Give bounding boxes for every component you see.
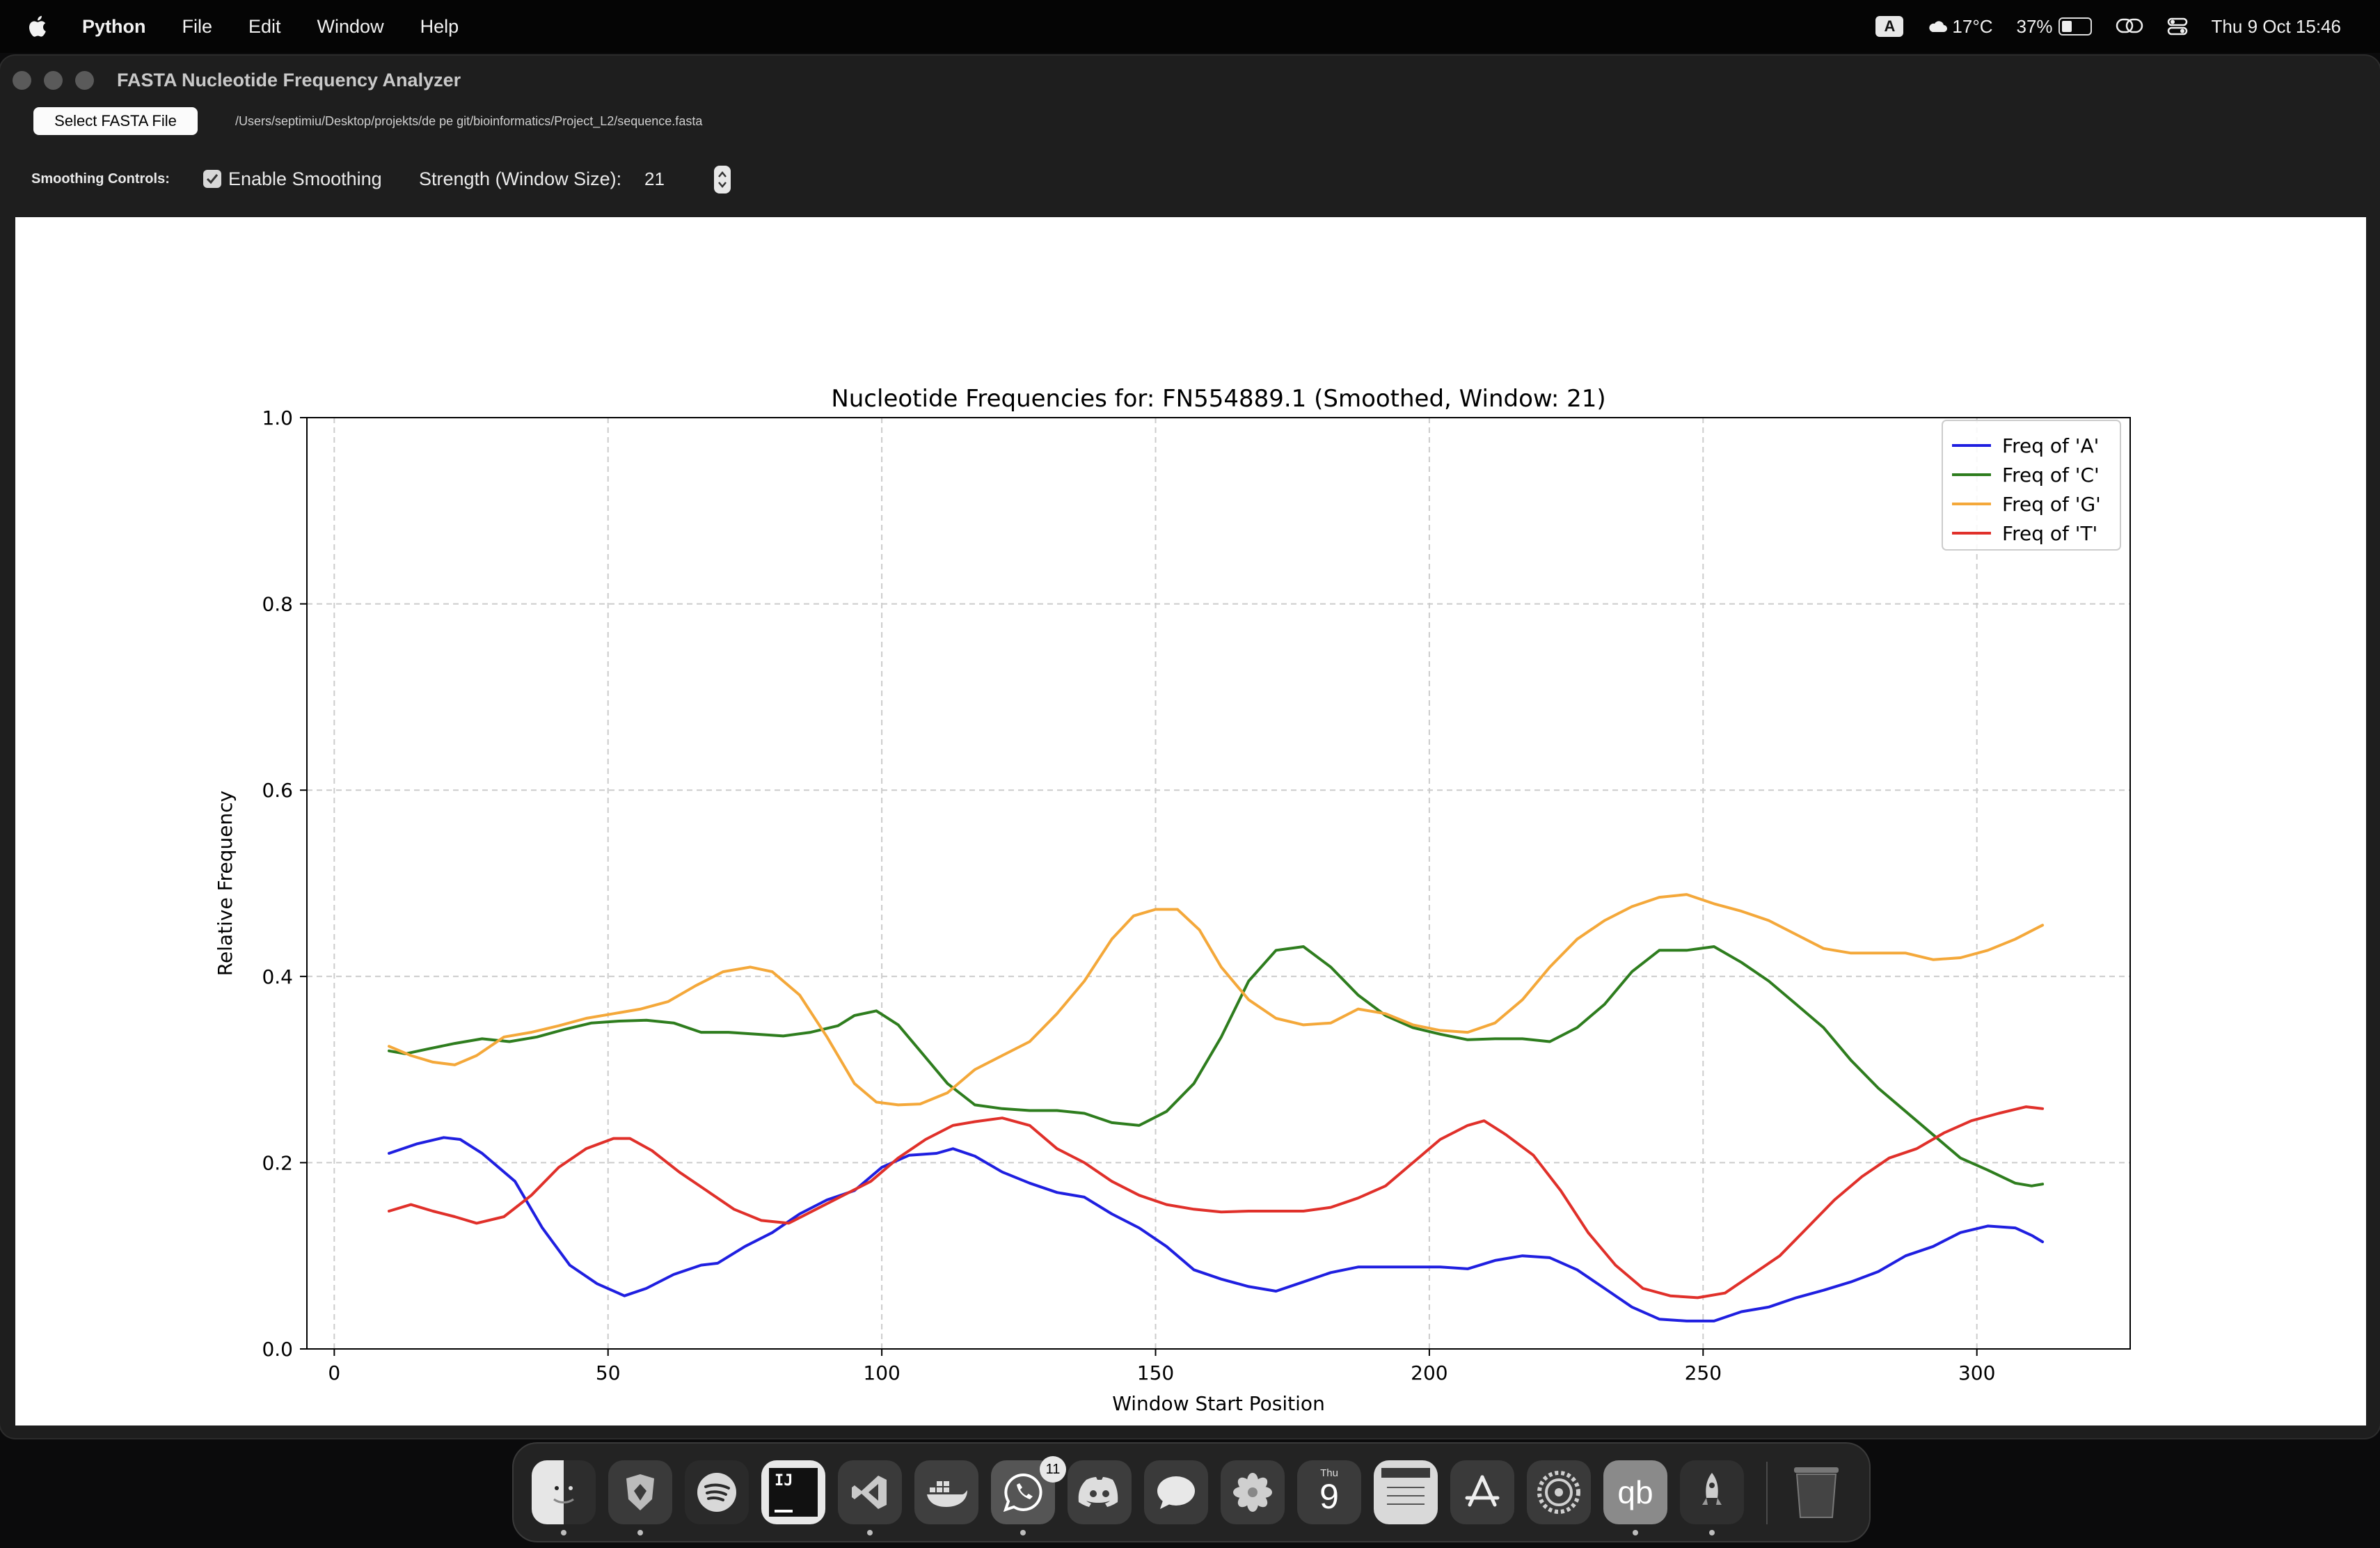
x-tick-label-0: 0 <box>328 1361 340 1384</box>
battery-percent: 37% <box>2016 15 2053 37</box>
y-tick-label-2: 0.4 <box>262 965 293 988</box>
chevron-up-down-icon <box>718 171 727 188</box>
x-tick-label-3: 150 <box>1137 1361 1174 1384</box>
menu-window[interactable]: Window <box>317 15 384 37</box>
x-tick-label-2: 100 <box>863 1361 900 1384</box>
frequency-chart: 0 50 100 150 200 250 300 0.0 0.2 0.4 0.6 0.8 1.0 Nuc… <box>214 385 2131 1415</box>
y-axis-label: Relative Frequency <box>214 791 237 976</box>
file-path-label: /Users/septimiu/Desktop/projekts/de pe g… <box>235 114 703 128</box>
app-store-icon[interactable] <box>1450 1460 1514 1524</box>
y-tick-label-1: 0.2 <box>262 1151 293 1174</box>
chart-title: Nucleotide Frequencies for: FN554889.1 (… <box>831 385 1605 413</box>
x-tick-label-4: 200 <box>1411 1361 1447 1384</box>
plot-frame <box>306 417 2131 1350</box>
series-line-3 <box>388 1105 2045 1300</box>
screen-mirroring-icon[interactable] <box>2116 17 2143 35</box>
battery-widget[interactable]: 37% <box>2017 16 2092 38</box>
whatsapp-badge: 11 <box>1040 1456 1066 1483</box>
menubar-status-area: A 17°C 37% Thu 9 Oct 15:46 <box>1875 0 2341 53</box>
trash-icon[interactable] <box>1784 1460 1848 1524</box>
menu-help[interactable]: Help <box>420 15 459 37</box>
rocket-running-dot <box>1709 1530 1715 1535</box>
series-line-1 <box>388 945 2045 1187</box>
y-tick-label-4: 0.8 <box>262 593 293 616</box>
rocket-app-icon[interactable] <box>1680 1460 1744 1524</box>
plot-canvas: 0 50 100 150 200 250 300 0.0 0.2 0.4 0.6 0.8 1.0 Nuc… <box>15 217 2366 1425</box>
smoothing-controls: Smoothing Controls: Enable Smoothing Str… <box>0 155 2380 203</box>
battery-icon <box>2058 17 2092 35</box>
vscode-running-dot <box>867 1530 873 1535</box>
menu-edit[interactable]: Edit <box>248 15 281 37</box>
series-line-2 <box>388 893 2045 1107</box>
x-tick-label-1: 50 <box>596 1361 621 1384</box>
window-minimize-button[interactable] <box>44 70 63 90</box>
x-tick-label-6: 300 <box>1958 1361 1995 1384</box>
enable-smoothing-checkbox[interactable] <box>203 170 221 188</box>
brave-running-dot <box>637 1530 643 1535</box>
legend-label-3: Freq of 'T' <box>2002 522 2097 545</box>
checkmark-icon <box>206 174 219 184</box>
x-tick-label-5: 250 <box>1685 1361 1722 1384</box>
app-window: FASTA Nucleotide Frequency Analyzer Sele… <box>0 56 2380 1438</box>
legend-box <box>1942 420 2121 551</box>
window-close-button[interactable] <box>13 70 31 90</box>
y-tick-label-5: 1.0 <box>262 406 293 429</box>
docker-icon[interactable] <box>914 1460 978 1524</box>
calendar-icon[interactable]: Thu 9 <box>1297 1460 1361 1524</box>
legend-label-2: Freq of 'G' <box>2002 493 2101 516</box>
strength-input[interactable]: 21 <box>644 168 665 189</box>
control-center-icon[interactable] <box>2167 17 2188 36</box>
y-tick-label-3: 0.6 <box>262 779 293 802</box>
strength-label: Strength (Window Size): <box>419 168 622 189</box>
finder-running-dot <box>561 1530 566 1535</box>
discord-icon[interactable] <box>1068 1460 1132 1524</box>
calendar-date: 9 <box>1319 1476 1339 1516</box>
qbittorrent-running-dot <box>1633 1530 1638 1535</box>
enable-smoothing-label[interactable]: Enable Smoothing <box>228 168 382 189</box>
menu-file[interactable]: File <box>182 15 213 37</box>
finder-icon[interactable] <box>532 1460 596 1524</box>
smoothing-controls-label: Smoothing Controls: <box>31 171 170 187</box>
whatsapp-running-dot <box>1020 1530 1026 1535</box>
chart-legend: Freq of 'A' Freq of 'C' Freq of 'G' Freq of… <box>1942 420 2121 551</box>
window-title: FASTA Nucleotide Frequency Analyzer <box>117 70 461 90</box>
notes-icon[interactable] <box>1374 1460 1438 1524</box>
dock-separator <box>1766 1462 1768 1524</box>
system-settings-icon[interactable] <box>1527 1460 1591 1524</box>
x-axis-label: Window Start Position <box>1112 1392 1325 1415</box>
keyboard-input-badge[interactable]: A <box>1875 16 1904 37</box>
cloud-icon <box>1929 21 1948 32</box>
calendar-day: Thu <box>1320 1467 1338 1479</box>
series-line-0 <box>388 1136 2045 1322</box>
legend-label-0: Freq of 'A' <box>2002 434 2099 457</box>
spotify-icon[interactable] <box>685 1460 749 1524</box>
menubar-clock[interactable]: Thu 9 Oct 15:46 <box>2211 15 2341 37</box>
intellij-icon[interactable]: IJ <box>761 1460 825 1524</box>
weather-temp: 17°C <box>1952 15 1993 37</box>
brave-browser-icon[interactable] <box>608 1460 672 1524</box>
select-fasta-button[interactable]: Select FASTA File <box>33 107 198 135</box>
qb-label: qb <box>1617 1474 1653 1510</box>
vscode-icon[interactable] <box>838 1460 902 1524</box>
apple-icon[interactable] <box>26 13 50 40</box>
legend-label-1: Freq of 'C' <box>2002 464 2100 487</box>
menu-app-name[interactable]: Python <box>82 15 146 37</box>
window-zoom-button[interactable] <box>75 70 94 90</box>
window-titlebar: FASTA Nucleotide Frequency Analyzer <box>0 56 2380 104</box>
qbittorrent-icon[interactable]: qb <box>1603 1460 1667 1524</box>
dock: IJ 11 Thu 9 qb <box>512 1442 1871 1542</box>
y-tick-label-0: 0.0 <box>262 1338 293 1361</box>
messages-icon[interactable] <box>1144 1460 1208 1524</box>
menu-bar: Python File Edit Window Help A 17°C 37% … <box>0 0 2380 53</box>
photos-icon[interactable] <box>1221 1460 1285 1524</box>
weather-widget[interactable]: 17°C <box>1927 15 1993 38</box>
strength-stepper[interactable] <box>714 166 731 194</box>
file-toolbar: Select FASTA File /Users/septimiu/Deskto… <box>0 107 2380 153</box>
